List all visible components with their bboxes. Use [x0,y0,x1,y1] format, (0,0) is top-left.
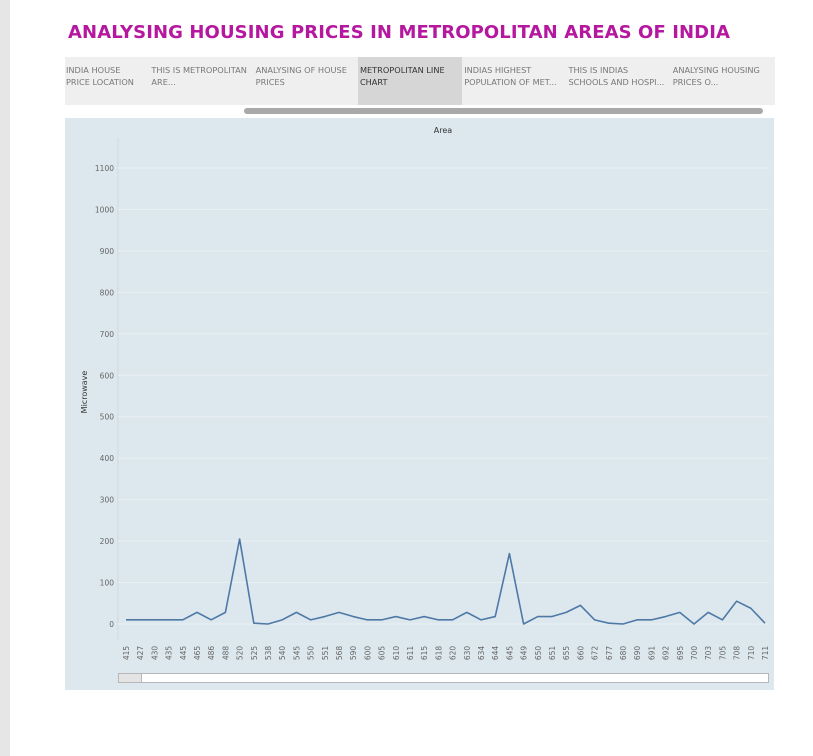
x-tick-label: 551 [321,646,330,661]
x-tick-label: 610 [392,646,401,661]
y-tick-label: 700 [100,330,115,339]
x-tick-label: 651 [548,646,557,661]
line-chart: Area Microwave 0 100 200 300 400 500 600 700 800… [80,126,770,661]
x-tick-label: 618 [434,646,443,661]
x-tick-label: 600 [363,646,372,661]
series-line [126,538,766,625]
x-tick-label: 630 [463,646,472,661]
x-tick-label: 634 [477,646,486,661]
x-tick-label: 435 [165,646,174,661]
x-tick-label: 415 [122,646,131,661]
x-tick-label: 430 [150,646,159,661]
x-tick-label: 692 [662,646,671,661]
x-tick-label: 691 [647,646,656,661]
y-tick-label: 300 [100,496,115,505]
x-tick-label: 520 [236,646,245,661]
y-tick-label: 400 [100,454,115,463]
x-tick-label: 545 [292,646,301,661]
y-tick-label: 600 [100,371,115,380]
x-tick-labels: 415 427 430 435 445 465 486 488 520 525 538 540 545 5… [122,646,770,661]
x-tick-label: 605 [378,646,387,661]
y-tick-label: 100 [100,579,115,588]
x-tick-label: 540 [278,646,287,661]
x-tick-label: 445 [179,646,188,661]
x-tick-label: 550 [307,646,316,661]
x-tick-label: 655 [562,646,571,661]
chart-panel: Area Microwave 0 100 200 300 400 500 600 700 800… [65,118,774,690]
x-tick-label: 680 [619,646,628,661]
y-tick-label: 500 [100,413,115,422]
x-tick-label: 525 [250,646,259,661]
y-axis-label: Microwave [80,371,89,414]
x-tick-label: 700 [690,646,699,661]
x-tick-label: 690 [633,646,642,661]
x-tick-label: 427 [136,646,145,661]
x-tick-label: 695 [676,646,685,661]
y-tick-label: 1100 [95,164,114,173]
tab-schools-and-hospitals[interactable]: THIS IS INDIAS SCHOOLS AND HOSPI... [568,65,665,87]
tab-analysing-housing-prices[interactable]: ANALYSING HOUSING PRICES O... [672,65,760,87]
y-tick-label: 0 [109,620,114,629]
chart-horizontal-scrollbar[interactable] [118,673,769,683]
left-rail [0,0,10,756]
x-tick-label: 568 [335,646,344,661]
x-tick-label: 677 [605,646,614,661]
chart-scrollbar-thumb[interactable] [119,674,142,682]
x-tick-label: 649 [520,646,529,661]
y-tick-label: 800 [100,288,115,297]
data-points [126,539,765,624]
x-tick-label: 660 [576,646,585,661]
grid-lines [118,167,769,625]
x-tick-label: 590 [349,646,358,661]
x-tick-label: 705 [718,646,727,661]
x-tick-label: 711 [761,646,770,661]
x-tick-label: 465 [193,646,202,661]
y-tick-label: 900 [100,247,115,256]
x-tick-label: 645 [505,646,514,661]
x-tick-label: 710 [747,646,756,661]
x-tick-label: 611 [406,646,415,661]
x-tick-label: 620 [449,646,458,661]
x-tick-label: 650 [534,646,543,661]
x-tick-label: 672 [591,646,600,661]
tab-analysing-of-house-prices[interactable]: ANALYSING OF HOUSE PRICES [255,65,347,87]
tab-india-house-price-location[interactable]: INDIA HOUSE PRICE LOCATION [66,65,134,87]
x-tick-label: 615 [420,646,429,661]
y-tick-labels: 0 100 200 300 400 500 600 700 800 900 1000 1100 [95,164,114,629]
x-tick-label: 644 [491,646,500,661]
tab-metropolitan-line-chart[interactable]: METROPOLITAN LINE CHART [357,57,463,105]
story-tabs: INDIA HOUSE PRICE LOCATION THIS IS METRO… [65,57,775,105]
y-tick-label: 200 [100,537,115,546]
tab-scrollbar-thumb[interactable] [244,108,763,114]
x-tick-label: 486 [207,646,216,661]
x-tick-label: 538 [264,646,273,661]
tab-this-is-metropolitan-areas[interactable]: THIS IS METROPOLITAN ARE... [151,65,247,87]
chart-title: Area [434,126,453,135]
page-title: ANALYSING HOUSING PRICES IN METROPOLITAN… [68,22,731,43]
x-tick-label: 708 [733,646,742,661]
tab-indias-highest-population[interactable]: INDIAS HIGHEST POPULATION OF MET... [464,65,557,87]
y-tick-label: 1000 [95,205,114,214]
x-tick-label: 703 [704,646,713,661]
x-tick-label: 488 [221,646,230,661]
